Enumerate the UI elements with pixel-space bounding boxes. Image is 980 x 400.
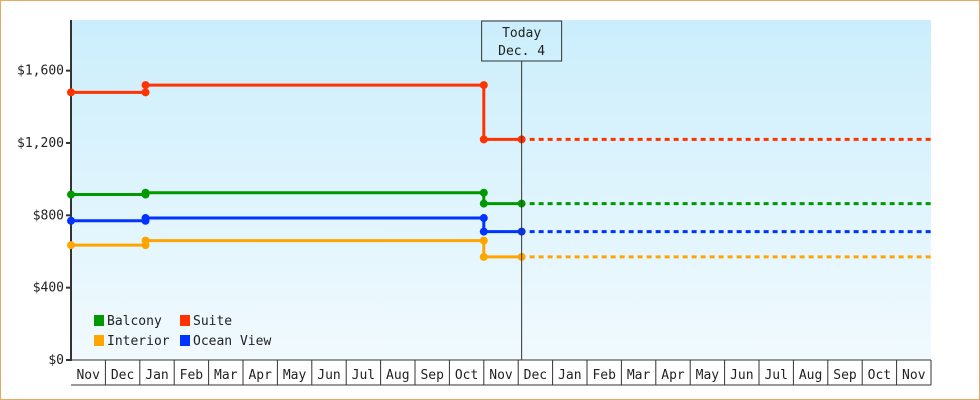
data-point bbox=[67, 190, 75, 199]
data-point bbox=[141, 81, 150, 90]
data-point bbox=[141, 236, 150, 245]
legend-label: Suite bbox=[193, 314, 232, 329]
data-point bbox=[67, 241, 75, 250]
data-point bbox=[141, 88, 150, 97]
today-label: Today bbox=[502, 26, 541, 41]
x-tick-label: Feb bbox=[180, 368, 204, 383]
x-tick-label: Sep bbox=[420, 368, 444, 383]
x-tick-label: May bbox=[283, 368, 307, 383]
y-tick-label: $800 bbox=[33, 208, 64, 223]
series-line bbox=[71, 216, 522, 234]
x-tick-label: Jan bbox=[558, 368, 581, 383]
data-point bbox=[479, 214, 488, 223]
data-point bbox=[479, 188, 488, 197]
x-tick-label: Dec bbox=[111, 368, 134, 383]
series-line bbox=[71, 83, 522, 141]
data-point bbox=[141, 188, 150, 197]
x-tick-label: Nov bbox=[76, 368, 100, 383]
legend-swatch bbox=[180, 335, 190, 346]
legend-label: Interior bbox=[107, 334, 170, 349]
x-tick-label: Dec bbox=[524, 368, 547, 383]
x-tick-label: Nov bbox=[902, 368, 926, 383]
data-point bbox=[479, 227, 488, 236]
x-tick-label: Jan bbox=[145, 368, 168, 383]
x-tick-label: Mar bbox=[627, 368, 651, 383]
x-tick-label: Jun bbox=[730, 368, 753, 383]
data-point bbox=[67, 88, 75, 97]
x-tick-label: Jun bbox=[317, 368, 340, 383]
legend-swatch bbox=[94, 335, 104, 346]
x-tick-label: Sep bbox=[833, 368, 857, 383]
series-interior bbox=[67, 236, 931, 261]
data-point bbox=[67, 216, 75, 225]
x-tick-label: May bbox=[696, 368, 720, 383]
x-tick-label: Feb bbox=[592, 368, 616, 383]
today-date: Dec. 4 bbox=[498, 44, 545, 59]
x-tick-label: Nov bbox=[489, 368, 513, 383]
data-point bbox=[479, 81, 488, 90]
data-point bbox=[479, 252, 488, 261]
data-point bbox=[141, 214, 150, 223]
y-tick-label: $0 bbox=[48, 353, 64, 368]
today-box bbox=[481, 20, 563, 62]
x-tick-label: Oct bbox=[868, 368, 891, 383]
series-line bbox=[71, 239, 522, 259]
plot-area bbox=[71, 20, 931, 360]
x-tick-label: Jul bbox=[352, 368, 375, 383]
x-tick-label: Oct bbox=[455, 368, 478, 383]
legend-label: Balcony bbox=[107, 314, 162, 329]
series-balcony bbox=[67, 188, 931, 208]
x-tick-label: Mar bbox=[214, 368, 238, 383]
data-point bbox=[479, 135, 488, 144]
x-tick-label: Apr bbox=[248, 368, 272, 383]
x-tick-label: Apr bbox=[661, 368, 685, 383]
legend-swatch bbox=[94, 315, 104, 326]
legend-swatch bbox=[180, 315, 190, 326]
data-point bbox=[479, 236, 488, 245]
series-ocean-view bbox=[67, 214, 931, 236]
legend-label: Ocean View bbox=[193, 334, 271, 349]
y-tick-label: $400 bbox=[33, 281, 64, 296]
x-tick-label: Jul bbox=[764, 368, 787, 383]
x-tick-label: Aug bbox=[799, 368, 822, 383]
series-suite bbox=[67, 81, 931, 144]
y-tick-label: $1,200 bbox=[17, 136, 64, 151]
x-tick-label: Aug bbox=[386, 368, 409, 383]
series-line bbox=[71, 191, 522, 206]
data-point bbox=[479, 199, 488, 208]
y-tick-label: $1,600 bbox=[17, 64, 64, 79]
